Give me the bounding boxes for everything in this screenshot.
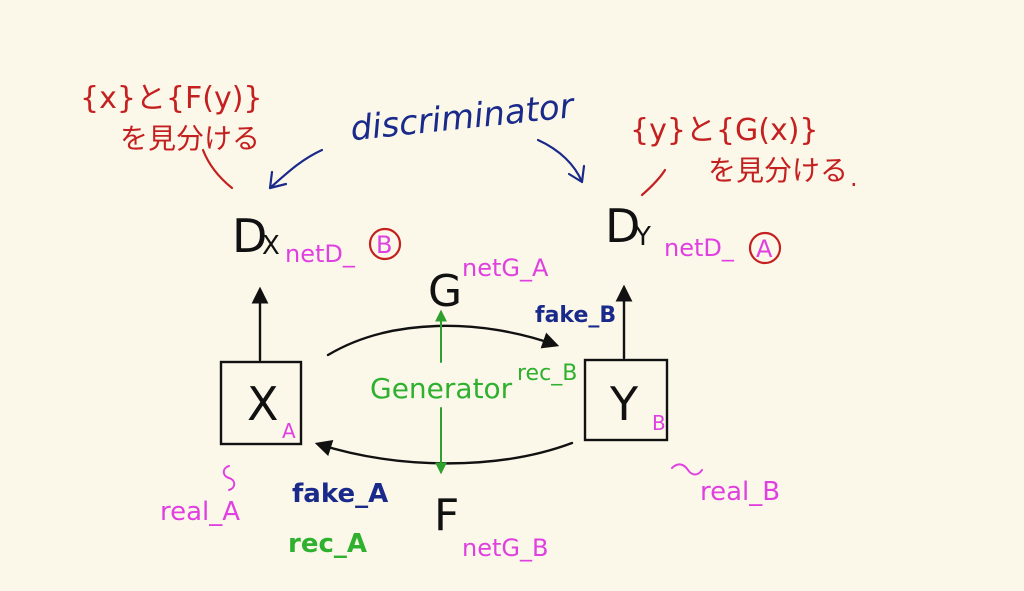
discriminator-arrow-left-head xyxy=(268,170,288,190)
f-net-label: netG_B xyxy=(462,534,548,562)
f-arc-arrow xyxy=(314,440,574,465)
dy-net-label: netD_ xyxy=(664,234,735,262)
x-box xyxy=(219,360,303,446)
y-letter: Y xyxy=(609,377,639,431)
fake-a-label: fake_A xyxy=(292,479,388,509)
generator-label: Generator xyxy=(370,372,513,405)
discriminator-arrow-right xyxy=(536,138,584,184)
x-subscript: A xyxy=(282,419,296,443)
left-note-pointer xyxy=(201,148,234,190)
real-b-label: real_B xyxy=(700,477,780,507)
dy-net-circled-letter: A xyxy=(756,235,773,263)
discriminator-label: discriminator xyxy=(349,86,578,149)
left-note-line1: {x}と{F(y)} xyxy=(80,81,263,116)
fake-b-label: fake_B xyxy=(535,303,616,328)
g-letter: G xyxy=(428,266,462,317)
dx-net-circled-letter: B xyxy=(376,231,392,259)
left-note-line2: を見分ける xyxy=(120,122,260,155)
discriminator-arrow-right-head xyxy=(567,164,586,184)
f-letter: F xyxy=(434,490,459,541)
dy-subscript: Y xyxy=(634,222,651,252)
rec-a-label: rec_A xyxy=(288,529,367,559)
dx-subscript: X xyxy=(262,231,280,261)
y-subscript: B xyxy=(652,411,666,435)
discriminator-arrow-left xyxy=(268,148,324,190)
right-note-dot: . xyxy=(850,164,858,192)
dy-net-circle xyxy=(748,231,782,265)
g-arc-arrow xyxy=(326,324,560,357)
g-net-label: netG_A xyxy=(462,254,549,282)
y-box xyxy=(583,358,669,442)
dx-letter: D xyxy=(232,209,267,263)
y-real-tilde xyxy=(671,463,703,476)
dy-letter: D xyxy=(605,199,640,253)
real-a-label: real_A xyxy=(160,497,240,527)
right-note-line1: {y}と{G(x)} xyxy=(630,113,819,148)
dx-net-circle xyxy=(368,227,402,261)
right-note-line2: を見分ける xyxy=(708,154,848,187)
right-note-pointer xyxy=(640,168,667,197)
x-real-tilde xyxy=(222,465,236,491)
dx-net-label: netD_ xyxy=(285,240,356,268)
rec-b-label: rec_B xyxy=(517,361,577,386)
x-letter: X xyxy=(247,377,279,431)
